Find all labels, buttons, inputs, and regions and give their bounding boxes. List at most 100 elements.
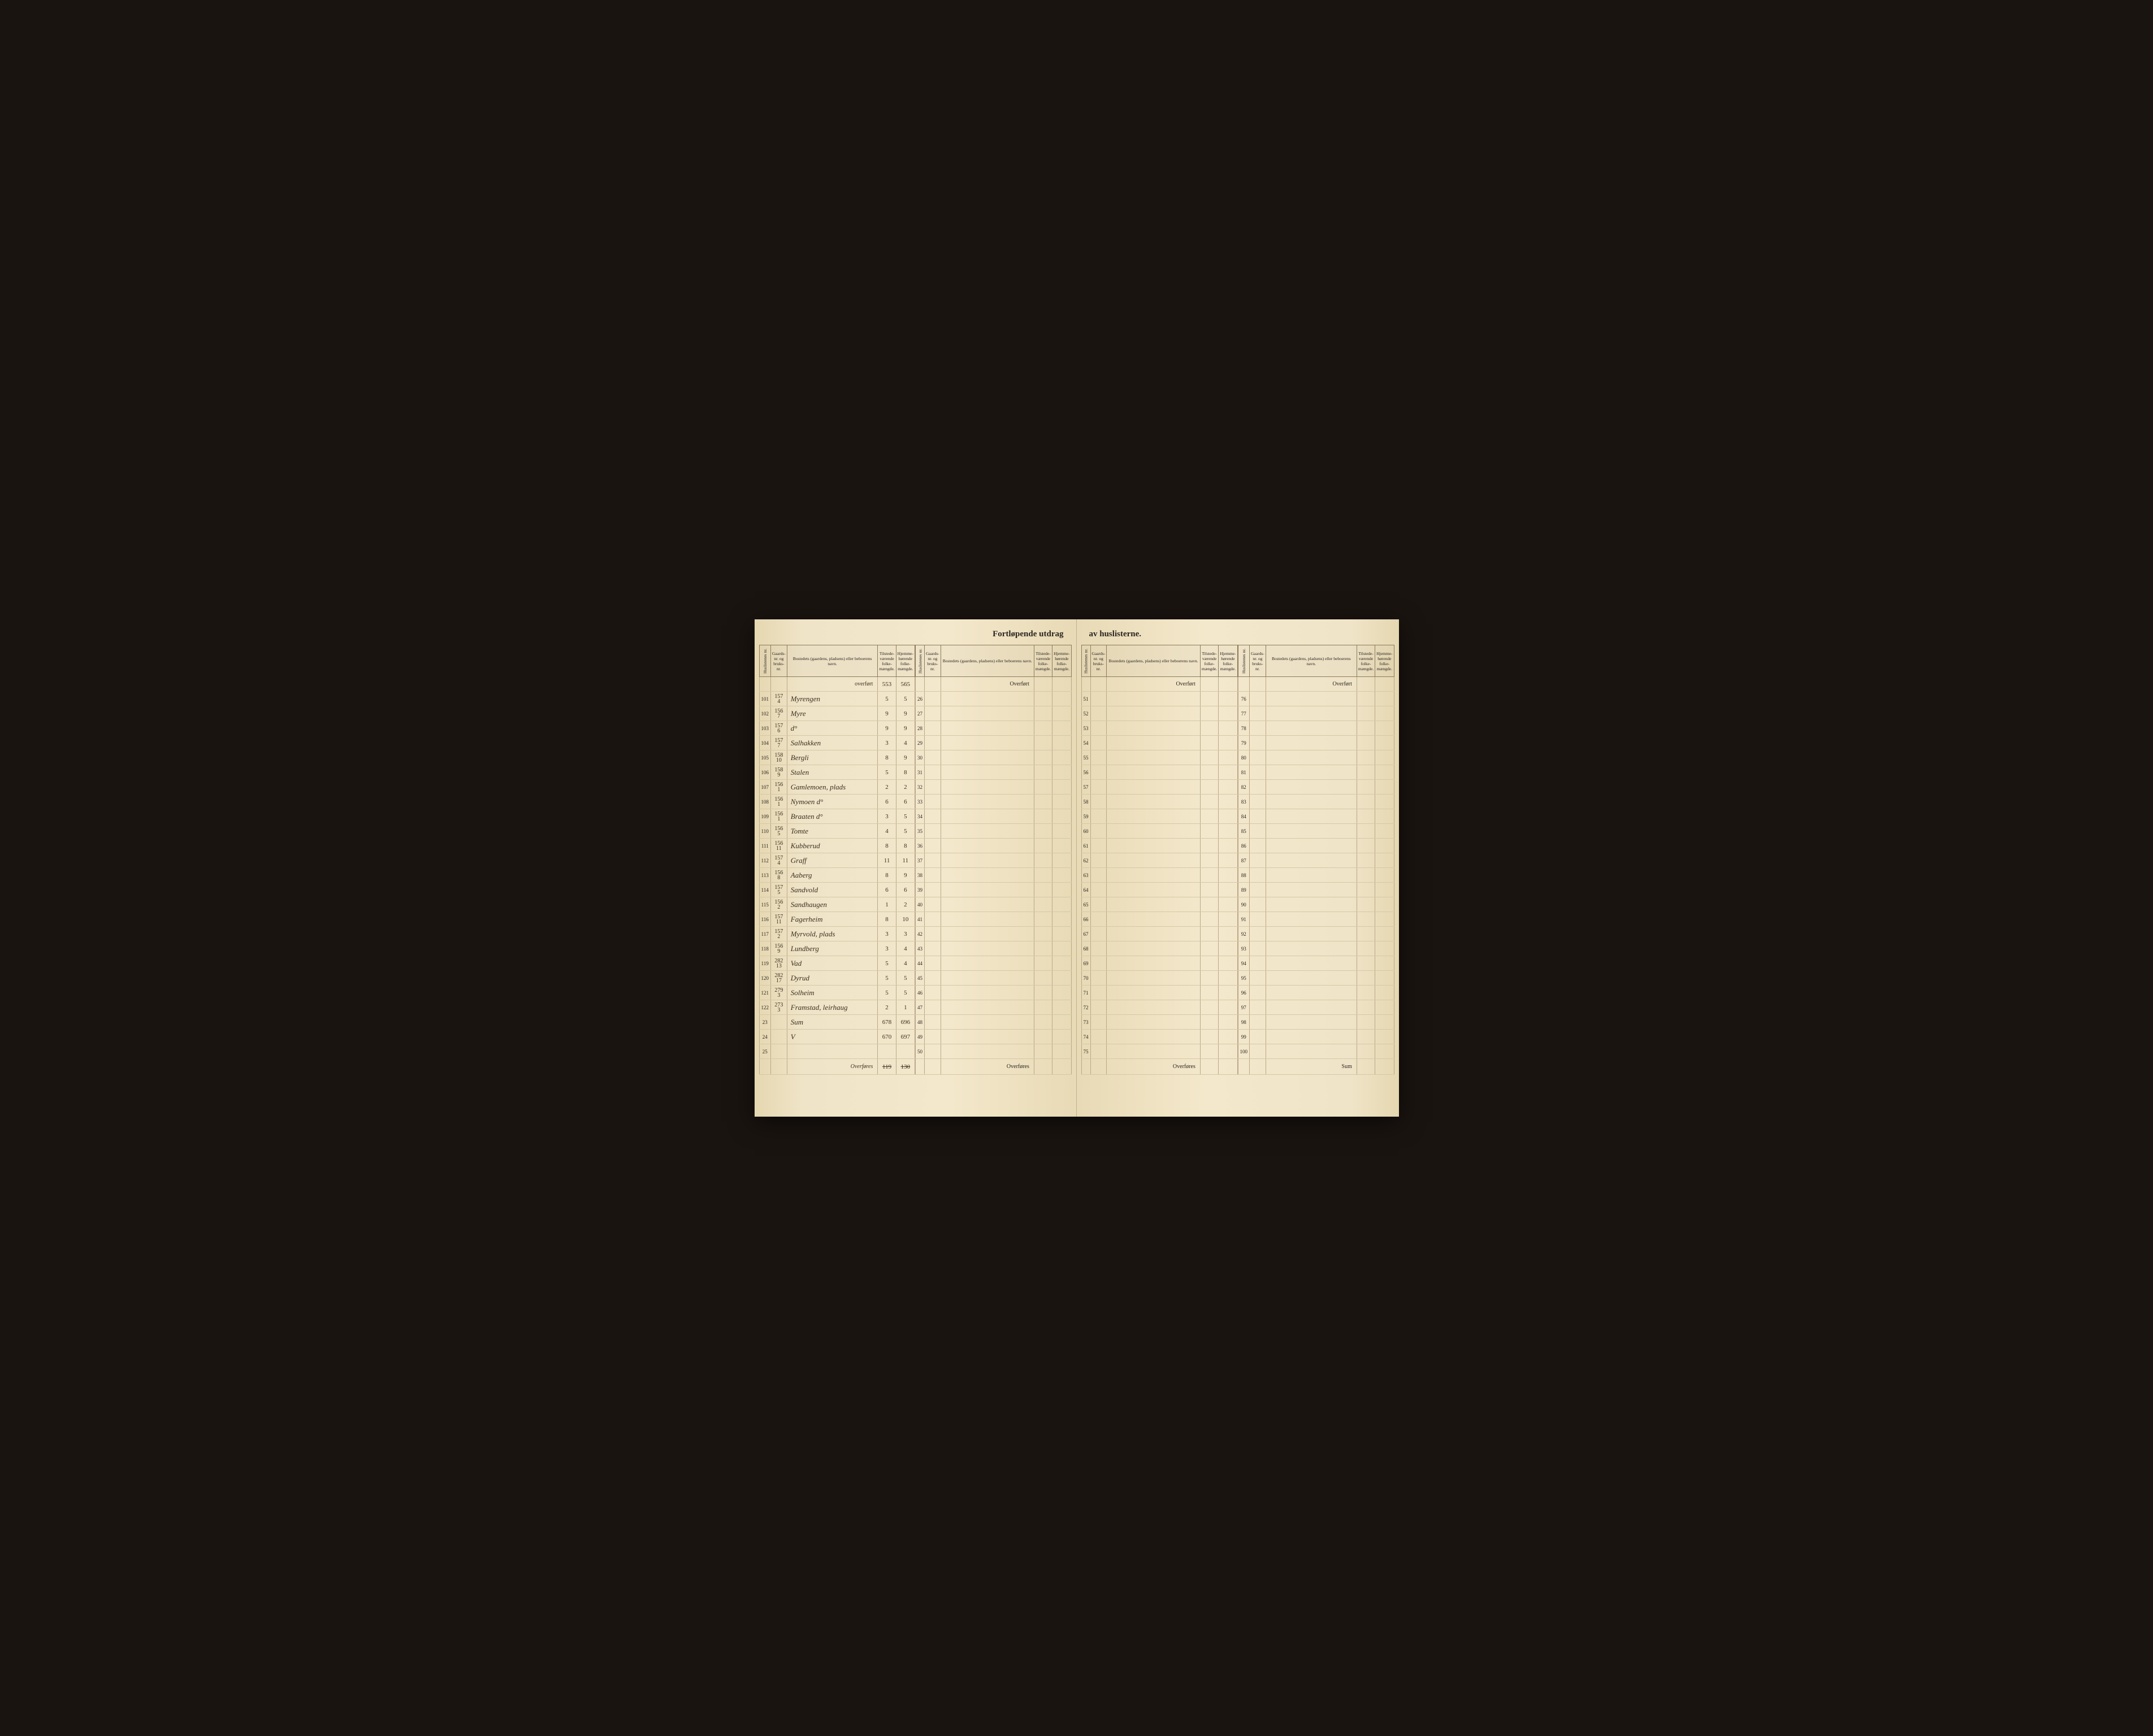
table-row: 58 xyxy=(1081,795,1237,809)
tilstede-count: 670 xyxy=(878,1030,896,1044)
row-number: 100 xyxy=(1238,1044,1250,1059)
row-number: 36 xyxy=(916,839,925,853)
table-row: 27 xyxy=(916,706,1072,721)
table-row: 84 xyxy=(1238,809,1394,824)
table-row: 92 xyxy=(1238,927,1394,941)
bosted-name: Myre xyxy=(787,706,878,721)
table-row: 57 xyxy=(1081,780,1237,795)
footer-row: Sum xyxy=(1238,1059,1394,1075)
tilstede-count: 3 xyxy=(878,809,896,824)
ledger-block-4: Huslistenes nr. Gaards-nr. og bruks-nr. … xyxy=(1238,645,1394,1075)
row-number: 103 xyxy=(759,721,771,736)
row-number: 47 xyxy=(916,1000,925,1015)
tilstede-count: 6 xyxy=(878,883,896,897)
hjemme-count: 697 xyxy=(896,1030,915,1044)
bosted-name: Sandhaugen xyxy=(787,897,878,912)
gaard-nr: 1589 xyxy=(771,765,787,780)
row-number: 109 xyxy=(759,809,771,824)
tilstede-count: 5 xyxy=(878,692,896,706)
table-row: 35 xyxy=(916,824,1072,839)
row-number: 52 xyxy=(1081,706,1090,721)
footer-c2: 130 xyxy=(896,1059,915,1075)
overfort-row: Overført xyxy=(1081,677,1237,692)
table-row: 69 xyxy=(1081,956,1237,971)
table-row: 38 xyxy=(916,868,1072,883)
bosted-name: Fagerheim xyxy=(787,912,878,927)
table-row: 75 xyxy=(1081,1044,1237,1059)
table-row: 32 xyxy=(916,780,1072,795)
table-row: 54 xyxy=(1081,736,1237,750)
row-number: 78 xyxy=(1238,721,1250,736)
table-row: 1071561Gamlemoen, plads22 xyxy=(759,780,915,795)
row-number: 32 xyxy=(916,780,925,795)
gaard-nr: 15810 xyxy=(771,750,787,765)
bosted-name: d° xyxy=(787,721,878,736)
table-row: 1021567Myre99 xyxy=(759,706,915,721)
table-row: 89 xyxy=(1238,883,1394,897)
row-number: 99 xyxy=(1238,1030,1250,1044)
row-number: 95 xyxy=(1238,971,1250,986)
col-tilstede: Tilstede-værende folke-mængde. xyxy=(878,645,896,677)
table-row: 86 xyxy=(1238,839,1394,853)
hjemme-count: 5 xyxy=(896,692,915,706)
bosted-name: Tomte xyxy=(787,824,878,839)
table-row: 62 xyxy=(1081,853,1237,868)
table-row: 1031576d°99 xyxy=(759,721,915,736)
tilstede-count: 678 xyxy=(878,1015,896,1030)
hjemme-count: 2 xyxy=(896,897,915,912)
gaard-nr: 1576 xyxy=(771,721,787,736)
table-row: 63 xyxy=(1081,868,1237,883)
table-row: 1222733Framstad, leirhaug21 xyxy=(759,1000,915,1015)
table-row: 44 xyxy=(916,956,1072,971)
hjemme-count: 8 xyxy=(896,765,915,780)
table-row: 10515810Bergli89 xyxy=(759,750,915,765)
bosted-name: Lundberg xyxy=(787,941,878,956)
ledger-spread: Fortløpende utdrag Huslistenes nr. Gaard… xyxy=(755,619,1399,1117)
row-number: 40 xyxy=(916,897,925,912)
gaard-nr: 1562 xyxy=(771,897,787,912)
row-number: 48 xyxy=(916,1015,925,1030)
row-number: 108 xyxy=(759,795,771,809)
gaard-nr: 15611 xyxy=(771,839,787,853)
hjemme-count: 10 xyxy=(896,912,915,927)
overfort-row: Overført xyxy=(1238,677,1394,692)
bosted-name: Bergli xyxy=(787,750,878,765)
hjemme-count: 4 xyxy=(896,941,915,956)
tilstede-count: 6 xyxy=(878,795,896,809)
row-number: 66 xyxy=(1081,912,1090,927)
gaard-nr: 1572 xyxy=(771,927,787,941)
row-number: 26 xyxy=(916,692,925,706)
table-row: 1061589Stalen58 xyxy=(759,765,915,780)
hjemme-count: 6 xyxy=(896,883,915,897)
gaard-nr: 1565 xyxy=(771,824,787,839)
hjemme-count: 1 xyxy=(896,1000,915,1015)
bosted-name: Gamlemoen, plads xyxy=(787,780,878,795)
footer-c1: 119 xyxy=(878,1059,896,1075)
row-number: 74 xyxy=(1081,1030,1090,1044)
row-number: 33 xyxy=(916,795,925,809)
table-row: 60 xyxy=(1081,824,1237,839)
row-number: 67 xyxy=(1081,927,1090,941)
table-row: 67 xyxy=(1081,927,1237,941)
table-row: 59 xyxy=(1081,809,1237,824)
row-number: 121 xyxy=(759,986,771,1000)
row-number: 93 xyxy=(1238,941,1250,956)
row-number: 34 xyxy=(916,809,925,824)
row-number: 113 xyxy=(759,868,771,883)
row-number: 98 xyxy=(1238,1015,1250,1030)
row-number: 122 xyxy=(759,1000,771,1015)
tilstede-count: 2 xyxy=(878,780,896,795)
bosted-name: V xyxy=(787,1030,878,1044)
row-number: 85 xyxy=(1238,824,1250,839)
gaard-nr: 28217 xyxy=(771,971,787,986)
table-row: 78 xyxy=(1238,721,1394,736)
row-number: 76 xyxy=(1238,692,1250,706)
table-row: 42 xyxy=(916,927,1072,941)
row-number: 65 xyxy=(1081,897,1090,912)
hjemme-count: 696 xyxy=(896,1015,915,1030)
bosted-name: Vad xyxy=(787,956,878,971)
row-number: 107 xyxy=(759,780,771,795)
row-number: 102 xyxy=(759,706,771,721)
row-number: 73 xyxy=(1081,1015,1090,1030)
gaard-nr: 1567 xyxy=(771,706,787,721)
